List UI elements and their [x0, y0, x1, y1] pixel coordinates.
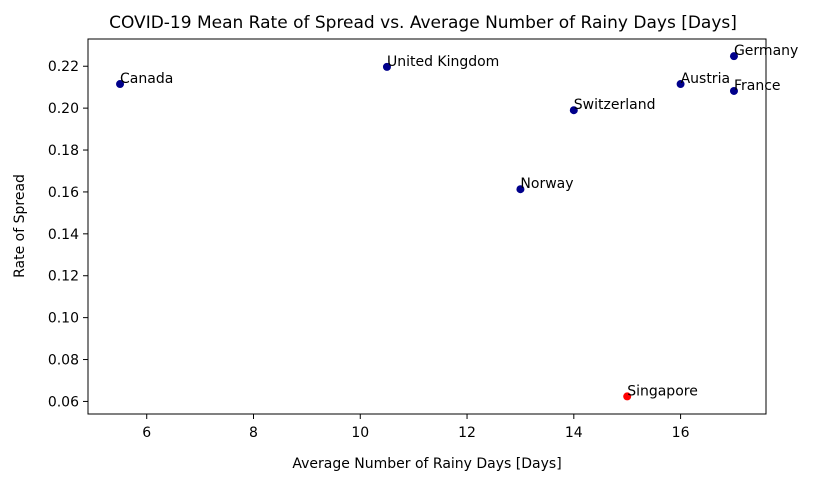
x-axis-label: Average Number of Rainy Days [Days] — [292, 456, 561, 472]
y-tick-label: 0.18 — [48, 143, 79, 159]
x-tick-label: 14 — [565, 425, 583, 441]
x-tick-label: 10 — [351, 425, 369, 441]
point-label: France — [734, 78, 781, 94]
plot-frame — [87, 38, 767, 415]
y-tick-label: 0.14 — [48, 227, 79, 243]
x-tick-label: 8 — [249, 425, 258, 441]
data-point — [382, 62, 391, 71]
point-label: Austria — [681, 71, 730, 87]
data-point — [623, 392, 632, 401]
y-tick-label: 0.20 — [48, 101, 79, 117]
point-label: Germany — [734, 43, 798, 59]
chart-title: COVID-19 Mean Rate of Spread vs. Average… — [109, 13, 737, 33]
y-tick-label: 0.06 — [48, 394, 79, 410]
y-tick-label: 0.08 — [48, 353, 79, 369]
point-label: United Kingdom — [387, 54, 499, 70]
data-point — [729, 52, 738, 61]
y-tick-label: 0.12 — [48, 269, 79, 285]
y-tick-label: 0.16 — [48, 185, 79, 201]
x-tick-label: 12 — [458, 425, 476, 441]
x-tick-label: 16 — [672, 425, 690, 441]
x-axis: 6 8 10 12 14 16 — [142, 414, 690, 441]
data-points — [116, 52, 738, 401]
x-tick-label: 6 — [142, 425, 151, 441]
point-label: Norway — [520, 176, 573, 192]
y-axis-label: Rate of Spread — [12, 174, 28, 278]
data-point — [516, 185, 525, 194]
point-label: Canada — [120, 71, 173, 87]
point-label: Singapore — [627, 383, 698, 399]
y-tick-label: 0.22 — [48, 59, 79, 75]
data-point — [116, 80, 125, 89]
point-labels: Canada United Kingdom Switzerland Norway Aus… — [120, 43, 798, 399]
data-point — [569, 106, 578, 115]
y-axis: 0.06 0.08 0.10 0.12 0.14 0.16 0.18 0.20 0.22 — [48, 59, 88, 410]
y-tick-label: 0.10 — [48, 311, 79, 327]
plot-area — [87, 38, 767, 415]
data-point — [729, 86, 738, 95]
point-label: Switzerland — [574, 97, 656, 113]
data-point — [676, 80, 685, 89]
